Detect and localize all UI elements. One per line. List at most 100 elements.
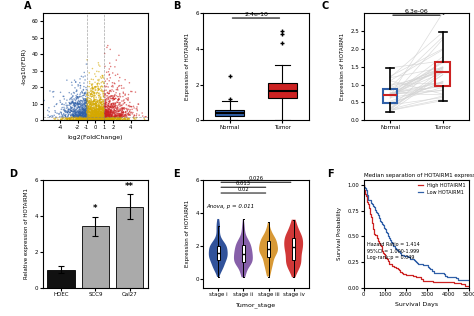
Point	[93, 110, 101, 115]
Point	[91, 117, 98, 122]
Point	[71, 97, 79, 102]
Point	[90, 116, 98, 121]
Point	[89, 112, 97, 117]
Point	[117, 114, 125, 119]
Point	[70, 113, 78, 118]
Point	[103, 110, 110, 115]
Point	[83, 102, 91, 107]
Point	[78, 116, 85, 121]
Point	[87, 110, 94, 115]
Point	[46, 114, 54, 119]
Point	[81, 90, 89, 95]
Point	[105, 97, 112, 102]
Point	[76, 118, 84, 123]
Point	[95, 115, 103, 120]
Point	[89, 115, 96, 120]
Point	[115, 98, 122, 103]
Point	[109, 111, 117, 116]
Point	[100, 101, 107, 106]
Point	[105, 117, 112, 122]
Point	[89, 86, 96, 91]
Point	[118, 107, 125, 112]
Point	[91, 113, 99, 118]
Point	[95, 91, 103, 96]
Point	[75, 116, 83, 121]
Point	[96, 118, 103, 123]
Point	[84, 104, 92, 109]
Point	[119, 114, 127, 119]
Point	[121, 106, 129, 111]
Point	[95, 109, 102, 114]
Point	[91, 113, 99, 118]
Point	[79, 95, 87, 100]
Point	[62, 114, 69, 119]
Point	[88, 114, 95, 119]
Point	[100, 112, 107, 117]
Point	[59, 94, 67, 99]
Point	[99, 90, 107, 95]
Point	[90, 102, 97, 107]
Point	[59, 112, 66, 118]
Point	[96, 98, 103, 103]
Point	[57, 90, 64, 95]
Point	[91, 80, 99, 85]
Point	[98, 114, 106, 119]
Point	[82, 114, 90, 119]
Point	[93, 115, 101, 120]
Point	[116, 116, 124, 121]
Point	[99, 115, 107, 120]
Point	[98, 112, 106, 117]
Point	[82, 115, 90, 120]
Point	[121, 113, 128, 118]
Point	[105, 96, 112, 101]
Point	[84, 106, 92, 111]
Point	[101, 112, 109, 117]
Point	[90, 116, 97, 121]
Point	[100, 118, 108, 123]
Point	[79, 102, 86, 107]
Point	[82, 117, 89, 122]
Point	[99, 110, 107, 115]
Point	[103, 113, 110, 118]
Point	[79, 107, 86, 112]
Point	[123, 118, 130, 123]
Point	[70, 96, 78, 101]
Point	[76, 99, 83, 104]
Point	[101, 113, 109, 118]
Point	[99, 118, 107, 123]
Point	[78, 111, 86, 116]
Point	[77, 112, 85, 118]
Point	[129, 110, 137, 115]
Point	[80, 81, 88, 86]
Point	[84, 109, 91, 114]
Point	[86, 94, 94, 99]
Point	[78, 110, 85, 115]
Point	[99, 117, 106, 122]
Point	[68, 109, 75, 114]
Point	[123, 112, 130, 118]
Point	[101, 116, 109, 121]
Point	[100, 111, 108, 116]
Point	[74, 113, 82, 118]
Point	[106, 105, 113, 110]
Point	[121, 112, 128, 117]
Point	[84, 92, 91, 97]
Point	[116, 97, 123, 102]
Point	[111, 115, 118, 120]
Point	[84, 98, 92, 103]
Point	[106, 104, 114, 109]
Point	[84, 106, 92, 111]
Point	[118, 111, 125, 116]
Point	[109, 101, 117, 106]
Point	[91, 117, 98, 122]
Text: Anova, p = 0.011: Anova, p = 0.011	[206, 204, 255, 209]
Point	[119, 106, 127, 111]
Point	[74, 118, 82, 123]
Point	[91, 115, 98, 120]
Point	[84, 113, 91, 118]
Point	[99, 115, 106, 120]
Point	[106, 107, 113, 112]
Point	[100, 106, 108, 111]
Point	[94, 118, 102, 123]
Point	[107, 103, 115, 108]
